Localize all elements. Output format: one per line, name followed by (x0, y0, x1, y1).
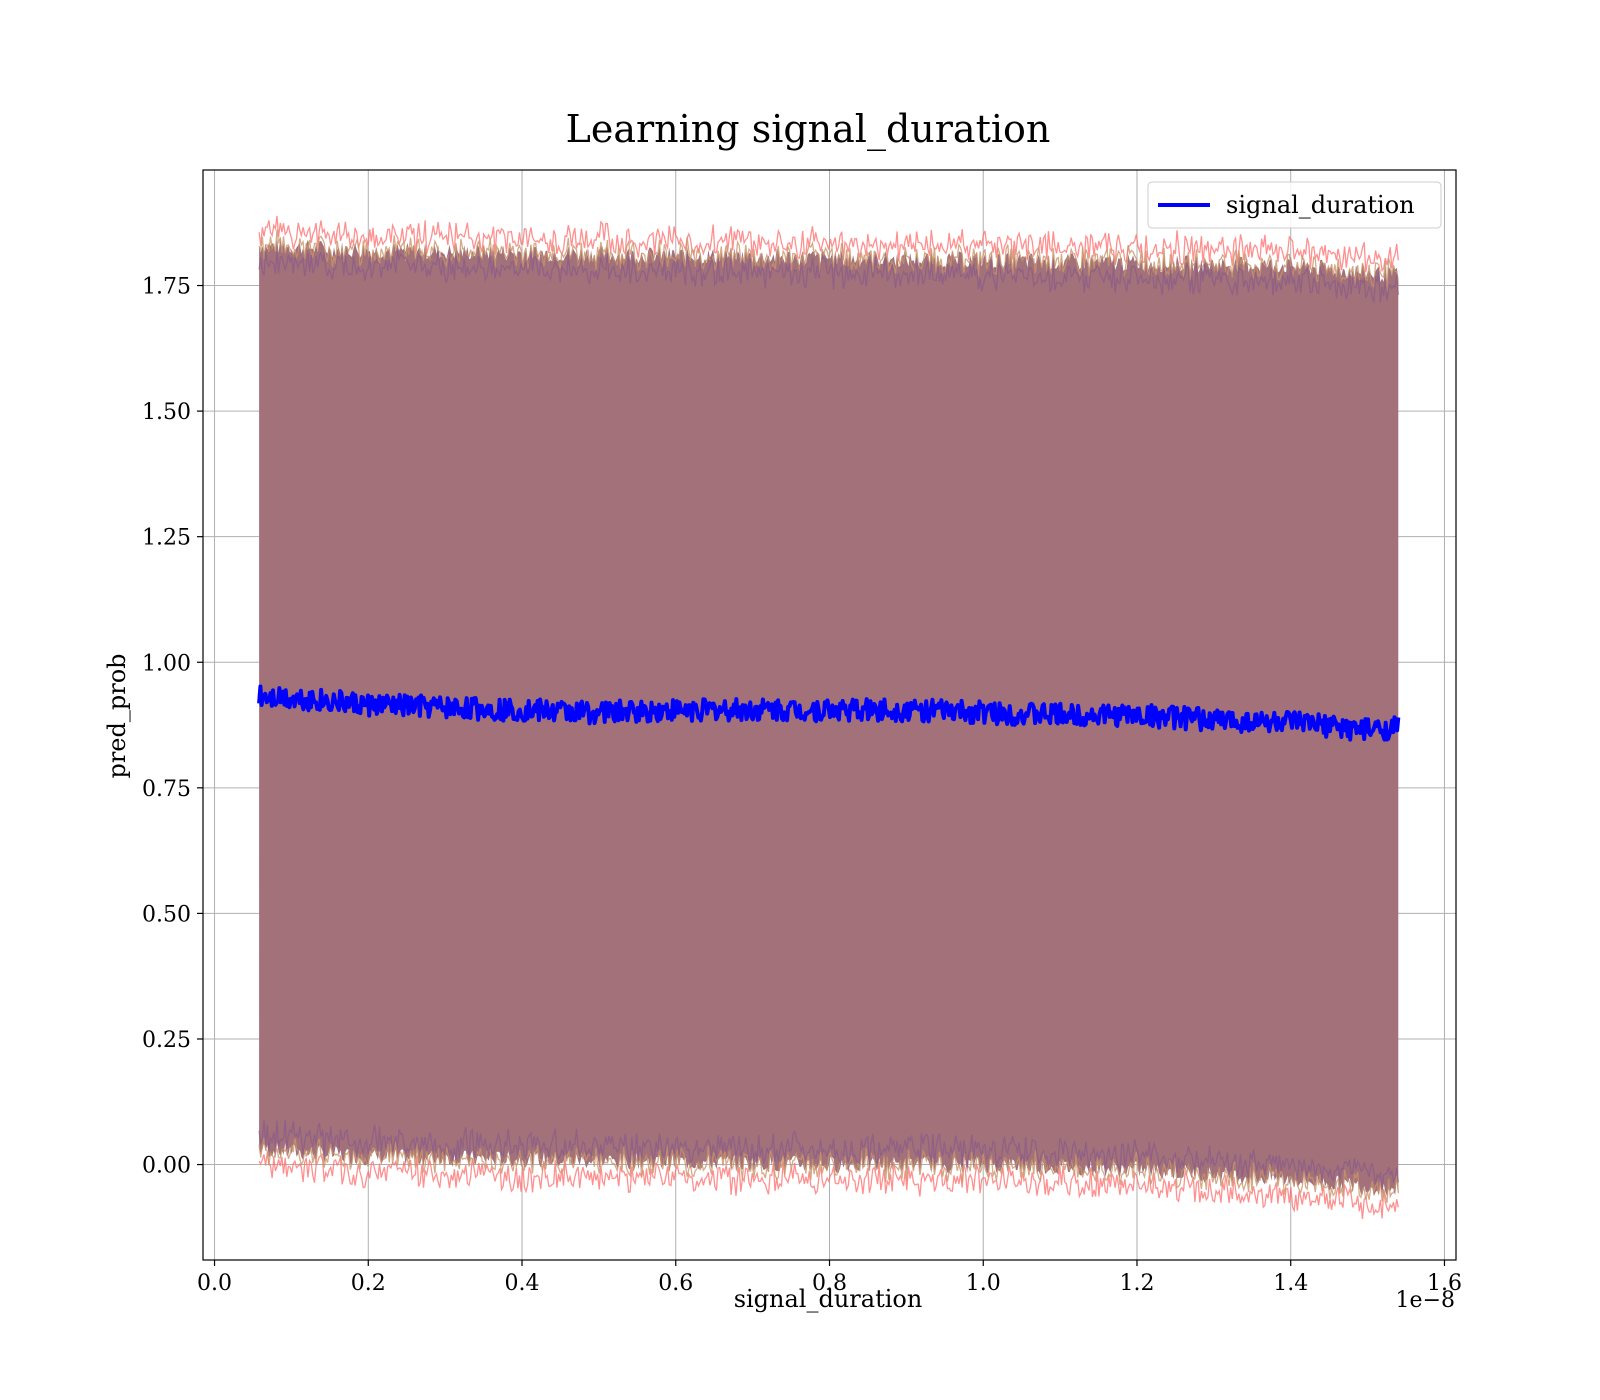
x-tick-label-1: 0.2 (351, 1271, 386, 1296)
x-tick-label-2: 0.4 (505, 1271, 540, 1296)
x-tick-label-3: 0.6 (658, 1271, 693, 1296)
legend-box (1147, 181, 1442, 229)
x-tick-label-8: 1.6 (1427, 1271, 1462, 1296)
x-tick-label-5: 1.0 (966, 1271, 1001, 1296)
plot-area: 0.0 0.2 0.4 0.6 0.8 1.0 1.2 1.4 1.6 0.00 0.25 0.50 0… (142, 169, 1462, 1296)
band-lower-inner-edge (258, 1119, 1399, 1190)
band-lower-mid-edge (258, 1135, 1399, 1204)
x-tick-label-7: 1.4 (1273, 1271, 1308, 1296)
legend-label: signal_duration (1226, 191, 1415, 219)
y-tick-label-7: 1.75 (142, 275, 191, 300)
y-tick-label-4: 1.00 (142, 651, 191, 676)
chart-title: Learning signal_duration (566, 107, 1051, 152)
x-tick-label-4: 0.8 (812, 1271, 847, 1296)
band-upper-outer-edge (258, 215, 1399, 273)
y-tick-label-5: 1.25 (142, 526, 191, 551)
band-upper-inner-edge (258, 250, 1399, 304)
band-lower-outer-edge (258, 1152, 1399, 1219)
x-tick-label-0: 0.0 (197, 1271, 232, 1296)
x-axis-label: signal_duration (734, 1285, 923, 1313)
series-line-0 (257, 684, 1401, 742)
y-tick-label-1: 0.25 (142, 1028, 191, 1053)
y-tick-label-2: 0.50 (142, 902, 191, 927)
y-tick-label-0: 0.00 (142, 1154, 191, 1179)
x-tick-label-6: 1.2 (1119, 1271, 1154, 1296)
x-offset-label: 1e−8 (1396, 1288, 1455, 1313)
y-tick-label-3: 0.75 (142, 777, 191, 802)
y-axis-label: pred_prob (103, 653, 131, 778)
y-tick-label-6: 1.50 (142, 400, 191, 425)
